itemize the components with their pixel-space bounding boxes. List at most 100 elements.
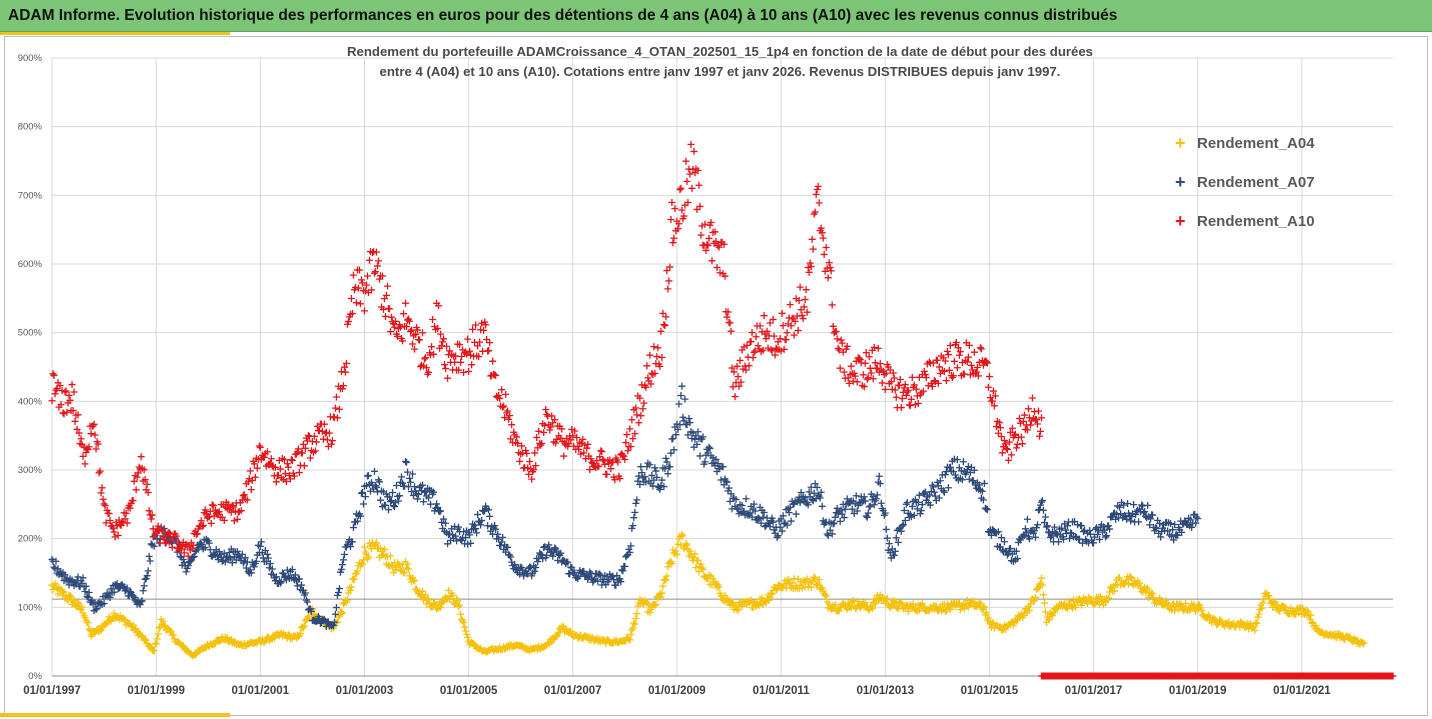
- data-point: [545, 639, 553, 647]
- data-point: [946, 463, 954, 471]
- data-point: [1147, 515, 1155, 523]
- data-point: [403, 458, 411, 466]
- data-point: [504, 407, 512, 415]
- data-point: [1142, 588, 1150, 596]
- data-point: [705, 443, 713, 451]
- data-point: [63, 595, 71, 603]
- data-point: [340, 363, 348, 371]
- data-point: [769, 518, 777, 526]
- y-tick-label: 800%: [18, 122, 43, 133]
- data-point: [532, 462, 540, 470]
- data-point: [686, 170, 694, 178]
- data-point: [138, 597, 146, 605]
- data-point: [728, 364, 736, 372]
- plus-marker-icon: +: [1175, 211, 1186, 231]
- data-point: [1193, 513, 1201, 521]
- data-point: [764, 344, 772, 352]
- data-point: [129, 621, 137, 629]
- data-point: [109, 524, 117, 532]
- data-point: [52, 557, 60, 565]
- data-point: [514, 439, 522, 447]
- data-point: [461, 623, 469, 631]
- data-point: [438, 600, 446, 608]
- data-point: [263, 448, 271, 456]
- data-point: [964, 353, 972, 361]
- data-point: [1061, 599, 1069, 607]
- data-point: [272, 573, 280, 581]
- data-point: [1351, 635, 1359, 643]
- legend: + Rendement_A04 + Rendement_A07 + Rendem…: [1175, 124, 1315, 241]
- data-point: [666, 263, 674, 271]
- data-point: [1094, 530, 1102, 538]
- data-point: [759, 346, 767, 354]
- data-point: [524, 570, 532, 578]
- data-point: [299, 440, 307, 448]
- data-point: [142, 636, 150, 644]
- data-point: [304, 432, 312, 440]
- data-point: [144, 489, 152, 497]
- data-point: [944, 351, 952, 359]
- data-point: [477, 521, 485, 529]
- data-point: [881, 385, 889, 393]
- data-point: [607, 465, 615, 473]
- data-point: [1167, 520, 1175, 528]
- data-point: [1021, 525, 1029, 533]
- data-point: [410, 576, 418, 584]
- data-point: [933, 356, 941, 364]
- data-point: [628, 416, 636, 424]
- data-point: [213, 552, 221, 560]
- data-point: [667, 216, 675, 224]
- data-point: [953, 364, 961, 372]
- data-point: [902, 391, 910, 399]
- data-point: [748, 329, 756, 337]
- data-point: [147, 515, 155, 523]
- data-point: [966, 371, 974, 379]
- data-point: [797, 489, 805, 497]
- data-point: [1026, 421, 1034, 429]
- data-point: [930, 377, 938, 385]
- data-point: [845, 379, 853, 387]
- data-point: [140, 466, 148, 474]
- data-point: [806, 259, 814, 267]
- data-point: [1037, 574, 1045, 582]
- data-point: [141, 575, 149, 583]
- data-point: [1170, 536, 1178, 544]
- data-point: [889, 369, 897, 377]
- data-point: [751, 347, 759, 355]
- data-point: [433, 500, 441, 508]
- data-point: [876, 360, 884, 368]
- data-point: [746, 509, 754, 517]
- data-point: [392, 498, 400, 506]
- data-point: [783, 329, 791, 337]
- y-tick-label: 700%: [18, 190, 43, 201]
- data-point: [772, 344, 780, 352]
- data-point: [567, 563, 575, 571]
- legend-item-a04: + Rendement_A04: [1175, 124, 1315, 163]
- data-point: [311, 447, 319, 455]
- data-point: [1296, 604, 1304, 612]
- data-point: [825, 259, 833, 267]
- data-point: [184, 552, 192, 560]
- data-point: [897, 404, 905, 412]
- data-point: [516, 457, 524, 465]
- data-point: [935, 363, 943, 371]
- data-point: [364, 472, 372, 480]
- data-point: [456, 601, 464, 609]
- data-point: [1066, 534, 1074, 542]
- data-point: [742, 366, 750, 374]
- data-point: [704, 242, 712, 250]
- data-point: [398, 473, 406, 481]
- data-point: [516, 570, 524, 578]
- data-point: [446, 530, 454, 538]
- data-point: [684, 431, 692, 439]
- data-point: [430, 488, 438, 496]
- data-point: [907, 395, 915, 403]
- data-point: [264, 554, 272, 562]
- data-point: [82, 582, 90, 590]
- data-point: [1006, 428, 1014, 436]
- data-point: [738, 502, 746, 510]
- data-point: [294, 445, 302, 453]
- data-point: [697, 231, 705, 239]
- data-point: [268, 462, 276, 470]
- legend-label: Rendement_A07: [1197, 174, 1315, 191]
